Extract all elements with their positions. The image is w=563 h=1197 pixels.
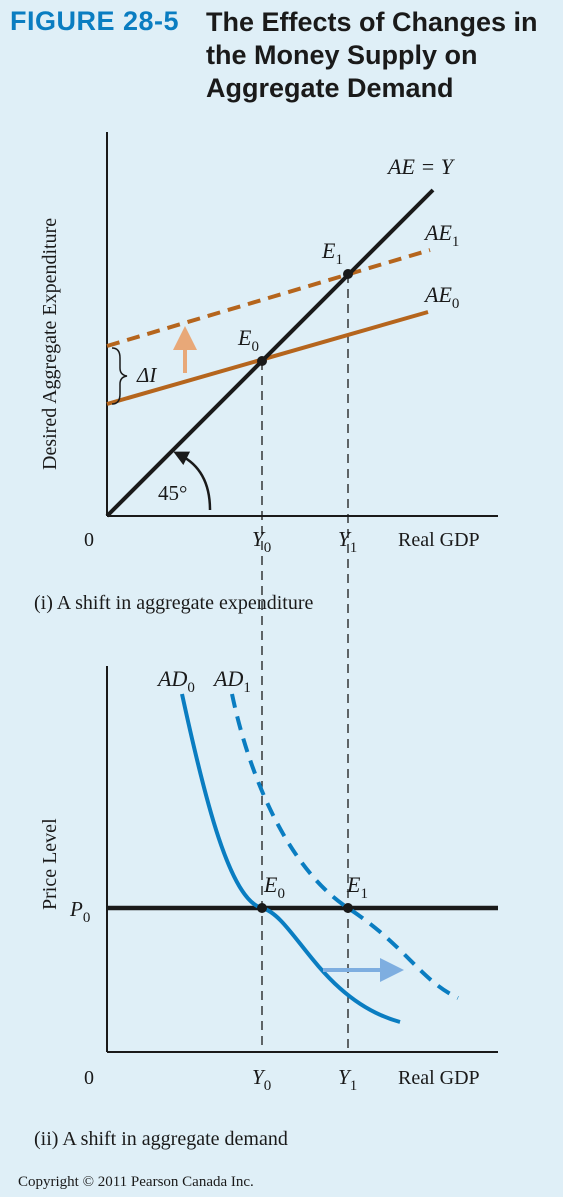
ad0-curve	[180, 693, 401, 1024]
e1-point-bottom	[343, 903, 353, 913]
bottom-y-axis-label: Price Level	[39, 818, 61, 910]
top-y0-label: Y0	[252, 527, 271, 556]
e0-label-top: E0	[237, 325, 259, 355]
line-45-degree	[105, 188, 435, 518]
e0-point-bottom	[257, 903, 267, 913]
bottom-x-axis-label: Real GDP	[398, 1067, 480, 1089]
bottom-y0-label: Y0	[252, 1065, 271, 1094]
panel-bottom: AD0 AD1 E0 E1 P0 0 Y0 Y1 Real GDP Price …	[34, 666, 498, 1150]
ad1-curve	[230, 693, 459, 1000]
e0-point-top	[257, 356, 267, 366]
angle-arc	[173, 451, 212, 511]
e1-label-bottom: E1	[346, 872, 368, 902]
ad0-label: AD0	[156, 666, 195, 696]
panel-top: ΔI 45° AE = Y AE1 AE0 E1 E0 0 Y0 Y1 Real…	[34, 132, 498, 1050]
figure-title: The Effects of Changes in the Money Supp…	[206, 7, 538, 103]
bottom-origin-label: 0	[84, 1067, 94, 1089]
top-origin-label: 0	[84, 529, 94, 551]
bottom-y1-label: Y1	[338, 1065, 357, 1094]
figure-header: FIGURE 28-5 The Effects of Changes in th…	[0, 0, 563, 120]
p0-label: P0	[69, 897, 90, 926]
top-caption: (i) A shift in aggregate expenditure	[34, 592, 313, 614]
top-y1-label: Y1	[338, 527, 357, 556]
copyright-notice: Copyright © 2011 Pearson Canada Inc.	[18, 1174, 254, 1190]
bottom-caption: (ii) A shift in aggregate demand	[34, 1128, 288, 1150]
top-y-axis-label: Desired Aggregate Expenditure	[39, 218, 61, 470]
delta-i-brace	[111, 347, 128, 405]
line-45-label: AE = Y	[386, 154, 456, 179]
top-x-axis-label: Real GDP	[398, 529, 480, 551]
e0-label-bottom: E0	[263, 872, 285, 902]
angle-label: 45°	[158, 481, 187, 505]
e1-point-top	[343, 269, 353, 279]
ae0-label: AE0	[423, 282, 459, 312]
ae1-label: AE1	[423, 220, 459, 250]
e1-label-top: E1	[321, 238, 343, 268]
ad1-label: AD1	[212, 666, 251, 696]
figure-label: FIGURE 28-5	[10, 6, 180, 36]
delta-i-label: ΔI	[136, 363, 157, 387]
ae1-line	[106, 248, 431, 348]
